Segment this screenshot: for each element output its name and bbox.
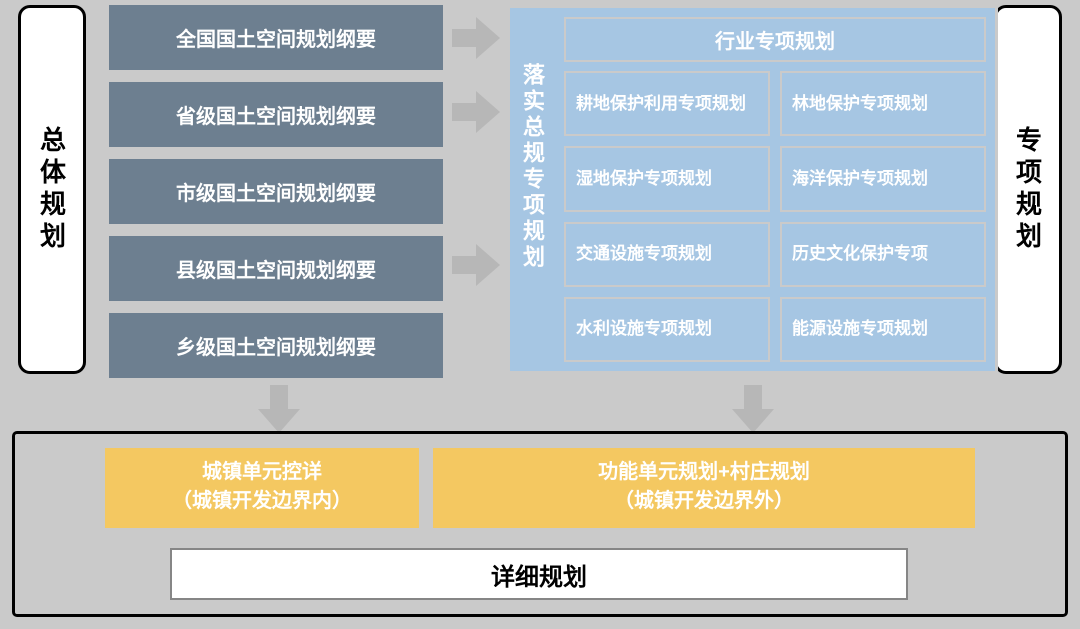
right-cell-2: 湿地保护专项规划 [564,146,770,211]
right-cell-6: 水利设施专项规划 [564,297,770,362]
arrow-down-icon [258,385,300,433]
right-cell-4: 交通设施专项规划 [564,222,770,287]
left-item-0: 全国国土空间规划纲要 [109,5,443,70]
right-cell-1: 林地保护专项规划 [780,71,986,136]
bottom-title: 详细规划 [170,548,908,600]
yellow-right-line2: （城镇开发边界外） [433,487,975,516]
right-grid: 耕地保护利用专项规划 林地保护专项规划 湿地保护专项规划 海洋保护专项规划 交通… [564,71,986,362]
vlabel-left: 总体规划 [18,5,86,374]
right-cell-3: 海洋保护专项规划 [780,146,986,211]
left-item-4: 乡级国土空间规划纲要 [109,313,443,378]
left-item-3: 县级国土空间规划纲要 [109,236,443,301]
yellow-left-line2: （城镇开发边界内） [105,487,419,516]
right-header: 行业专项规划 [564,17,986,62]
left-item-2: 市级国土空间规划纲要 [109,159,443,224]
left-column: 全国国土空间规划纲要 省级国土空间规划纲要 市级国土空间规划纲要 县级国土空间规… [109,5,443,378]
yellow-left-line1: 城镇单元控详 [105,458,419,487]
right-side-title-text: 落实总规专项规划 [516,63,548,271]
right-panel: 落实总规专项规划 行业专项规划 耕地保护利用专项规划 林地保护专项规划 湿地保护… [507,5,998,374]
vlabel-right-text: 专项规划 [1010,126,1047,254]
vlabel-right: 专项规划 [994,5,1062,374]
yellow-right: 功能单元规划+村庄规划 （城镇开发边界外） [433,448,975,528]
right-cell-7: 能源设施专项规划 [780,297,986,362]
vlabel-left-text: 总体规划 [34,126,71,254]
right-side-title: 落实总规专项规划 [516,63,556,276]
yellow-right-line1: 功能单元规划+村庄规划 [433,458,975,487]
left-item-1: 省级国土空间规划纲要 [109,82,443,147]
arrow-column [452,9,502,374]
right-cell-5: 历史文化保护专项 [780,222,986,287]
yellow-row: 城镇单元控详 （城镇开发边界内） 功能单元规划+村庄规划 （城镇开发边界外） [105,448,975,528]
arrow-down-icon [732,385,774,433]
right-cell-0: 耕地保护利用专项规划 [564,71,770,136]
yellow-left: 城镇单元控详 （城镇开发边界内） [105,448,419,528]
